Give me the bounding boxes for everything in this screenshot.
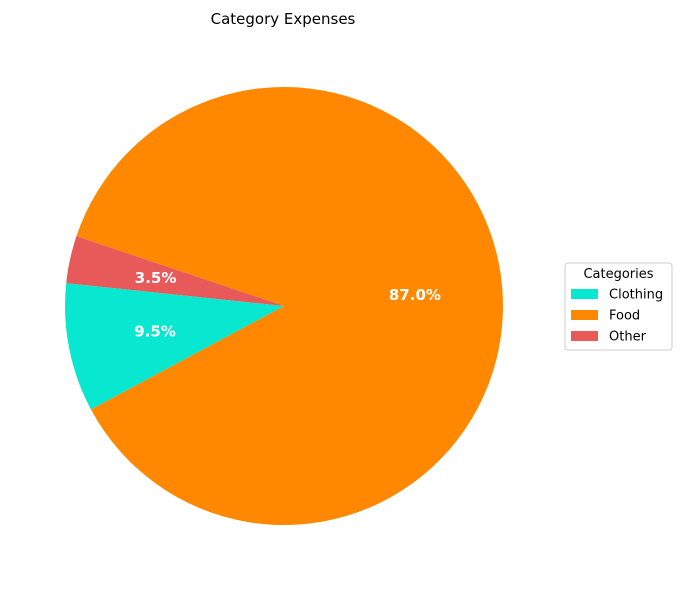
pie-label-food: 87.0% [389, 286, 441, 304]
legend-label-clothing: Clothing [609, 288, 663, 303]
legend-title: Categories [583, 267, 653, 282]
pie-slice-clothing [64, 283, 284, 410]
pie-slice-other [66, 236, 284, 306]
pie-percent-labels: 9.5% 87.0% 3.5% [134, 269, 441, 340]
chart-title: Category Expenses [211, 10, 356, 28]
legend-swatch-food [571, 310, 598, 320]
legend-items: Clothing Food Other [571, 288, 663, 345]
pie-slice-food [76, 87, 503, 526]
pie-label-clothing: 9.5% [134, 322, 176, 340]
legend-frame [564, 262, 673, 351]
pie-slices [64, 87, 503, 526]
legend-swatch-other [571, 331, 598, 341]
legend-swatch-clothing [571, 289, 598, 299]
legend-label-other: Other [609, 330, 647, 345]
legend-label-food: Food [609, 309, 640, 324]
legend: Categories Clothing Food Other [564, 262, 673, 351]
pie-label-other: 3.5% [135, 269, 177, 287]
